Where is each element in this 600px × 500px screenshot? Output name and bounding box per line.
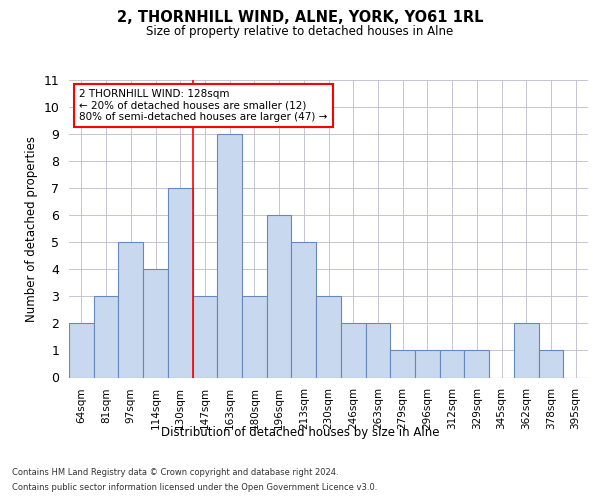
Text: Size of property relative to detached houses in Alne: Size of property relative to detached ho… [146, 24, 454, 38]
Bar [69, 324, 94, 378]
Text: 2, THORNHILL WIND, ALNE, YORK, YO61 1RL: 2, THORNHILL WIND, ALNE, YORK, YO61 1RL [117, 10, 483, 25]
Bar [316, 296, 341, 378]
Bar [415, 350, 440, 378]
Bar [341, 324, 365, 378]
Bar [292, 242, 316, 378]
Bar [390, 350, 415, 378]
Text: Contains public sector information licensed under the Open Government Licence v3: Contains public sector information licen… [12, 483, 377, 492]
Bar [464, 350, 489, 378]
Text: 2 THORNHILL WIND: 128sqm
← 20% of detached houses are smaller (12)
80% of semi-d: 2 THORNHILL WIND: 128sqm ← 20% of detach… [79, 89, 328, 122]
Bar [217, 134, 242, 378]
Text: Contains HM Land Registry data © Crown copyright and database right 2024.: Contains HM Land Registry data © Crown c… [12, 468, 338, 477]
Bar [440, 350, 464, 378]
Bar [143, 270, 168, 378]
Bar [365, 324, 390, 378]
Bar [267, 215, 292, 378]
Bar [94, 296, 118, 378]
Y-axis label: Number of detached properties: Number of detached properties [25, 136, 38, 322]
Bar [168, 188, 193, 378]
Text: Distribution of detached houses by size in Alne: Distribution of detached houses by size … [161, 426, 439, 439]
Bar [539, 350, 563, 378]
Bar [193, 296, 217, 378]
Bar [514, 324, 539, 378]
Bar [118, 242, 143, 378]
Bar [242, 296, 267, 378]
